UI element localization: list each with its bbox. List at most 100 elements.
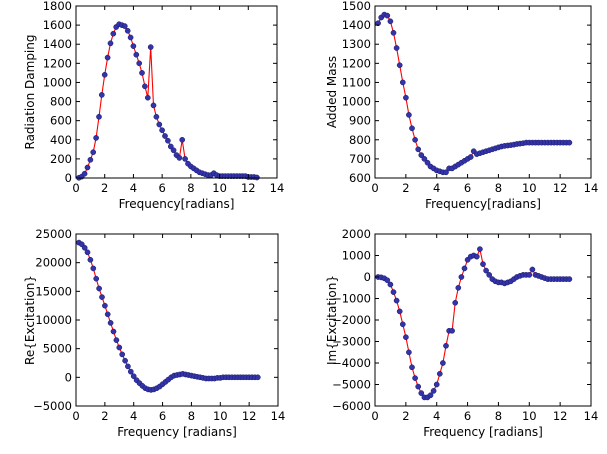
data-point [403, 94, 409, 101]
x-tick-label: 0 [72, 181, 79, 195]
x-tick-label: 6 [159, 409, 166, 423]
y-tick-label: 25000 [35, 227, 72, 241]
y-tick-label: −6000 [332, 399, 371, 413]
y-tick-label: 1300 [342, 37, 371, 51]
subplot-3: 0 2 4 6 8 10 12 14−5000050001000015000200002500… [23, 227, 285, 439]
data-point [421, 156, 428, 162]
y-tick-label: 0 [65, 370, 72, 384]
y-axis-label: Radiation Damping [23, 35, 37, 150]
data-point [87, 256, 94, 263]
data-point [415, 383, 422, 390]
y-tick-label: 900 [349, 114, 371, 128]
data-point [418, 390, 425, 396]
x-tick-label: 2 [101, 409, 108, 423]
y-tick-label: 1800 [43, 0, 72, 13]
x-tick-label: 14 [271, 409, 286, 423]
x-tick-label: 12 [553, 181, 568, 195]
data-point [443, 169, 449, 176]
y-tick-label: −3000 [332, 335, 371, 349]
series-line [378, 247, 570, 398]
data-point [81, 244, 88, 251]
data-point [415, 146, 422, 153]
y-tick-label: 1600 [43, 18, 72, 32]
data-point [99, 294, 105, 300]
data-point [81, 170, 88, 177]
data-point [139, 70, 145, 76]
y-tick-label: 1000 [342, 249, 371, 263]
y-tick-label: 200 [50, 152, 72, 166]
data-point [113, 337, 120, 343]
y-tick-label: 1000 [342, 95, 371, 109]
x-tick-label: 6 [464, 181, 471, 195]
y-tick-label: 5000 [43, 342, 72, 356]
data-point [430, 388, 437, 394]
data-point [384, 12, 391, 19]
data-point [101, 71, 108, 78]
y-tick-label: 1200 [43, 56, 72, 70]
y-tick-label: 1100 [342, 75, 371, 89]
x-tick-label: 12 [553, 409, 568, 423]
data-point [159, 127, 165, 134]
y-tick-label: 20000 [35, 256, 72, 270]
data-point [443, 342, 449, 349]
data-point [399, 79, 406, 86]
y-tick-label: −4000 [332, 356, 371, 370]
data-point [127, 368, 134, 375]
y-tick-label: 15000 [35, 284, 72, 298]
data-point [440, 360, 446, 366]
subplot-2: 0 2 4 6 8 10 12 14 600 700 800 900 1000 1100 1200 1300 1… [325, 0, 598, 211]
data-point [458, 274, 465, 280]
data-point [427, 392, 434, 399]
x-tick-label: 14 [584, 181, 599, 195]
data-point [98, 92, 105, 98]
x-axis-label: Frequency[radians] [119, 197, 235, 211]
data-point [473, 253, 480, 260]
data-point [399, 321, 406, 328]
data-point [102, 302, 108, 309]
y-tick-label: 1000 [43, 75, 72, 89]
data-point [461, 265, 468, 272]
x-tick-label: 0 [371, 409, 378, 423]
x-tick-label: 4 [433, 181, 440, 195]
data-point [486, 272, 493, 278]
subplot-4: 0 2 4 6 8 10 12 14 −6000 −5000 −4000 −3000 −2000 −100… [325, 227, 598, 439]
data-point [483, 267, 489, 274]
data-point [384, 277, 391, 284]
x-axis-label: Frequency [radians] [423, 425, 543, 439]
axes-frame [75, 233, 279, 407]
data-point [403, 334, 409, 341]
data-point [162, 133, 168, 139]
data-point [406, 112, 412, 118]
data-point [104, 54, 111, 61]
data-point [116, 344, 123, 351]
y-tick-label: −5000 [33, 399, 72, 413]
data-point [125, 363, 131, 370]
data-point [387, 18, 394, 25]
data-point [93, 135, 99, 141]
y-tick-label: 800 [50, 95, 72, 109]
axes-frame [75, 5, 278, 179]
y-axis-label: Re{Excitation} [23, 275, 37, 365]
data-point [107, 320, 114, 326]
data-point [150, 102, 157, 109]
data-point [529, 266, 536, 273]
data-point [96, 113, 102, 120]
y-tick-label: 1500 [342, 0, 371, 13]
y-tick-label: 600 [349, 171, 371, 185]
y-axis-label: Im{Excitation} [325, 275, 339, 365]
data-point [104, 311, 111, 318]
data-point [156, 121, 163, 128]
axes-frame [374, 5, 592, 179]
data-point [406, 349, 412, 356]
data-point [153, 113, 160, 120]
data-point [84, 249, 91, 256]
y-tick-label: −1000 [332, 292, 371, 306]
data-point [179, 136, 186, 143]
data-point [436, 370, 443, 377]
data-point [110, 328, 117, 335]
data-point [176, 155, 183, 161]
data-point [418, 152, 425, 158]
x-tick-label: 8 [495, 409, 502, 423]
data-point [121, 23, 128, 29]
